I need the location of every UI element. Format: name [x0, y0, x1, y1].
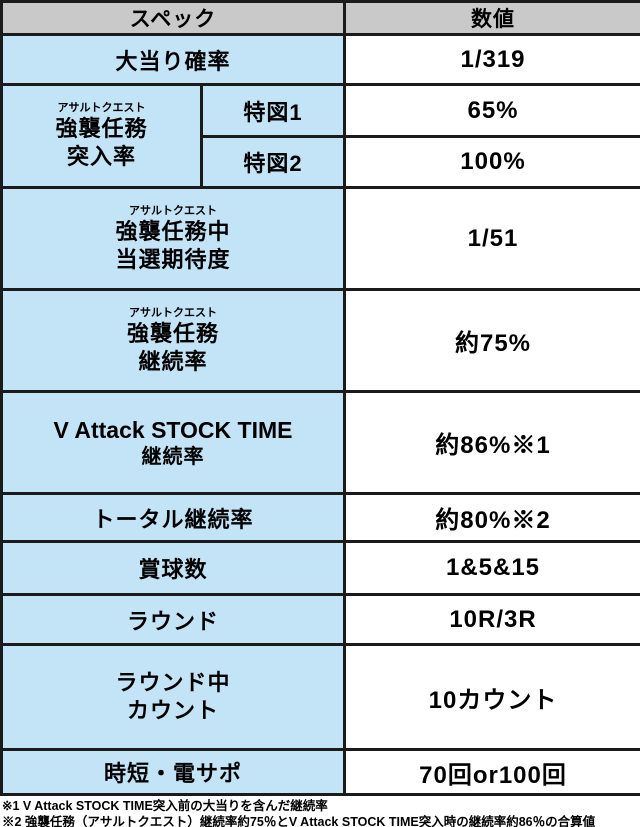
tokuzu1-value: 65% [343, 83, 640, 138]
footnote-2: ※2 強襲任務（アサルトクエスト）継続率約75％とV Attack STOCK … [2, 814, 596, 827]
prize-balls-value: 1&5&15 [343, 540, 640, 596]
jackpot-probability-value: 1/319 [343, 33, 640, 86]
header-value: 数値 [343, 0, 640, 36]
vattack-label-line2: 継続率 [141, 445, 205, 468]
jitan-densapo-value: 70回or100回 [343, 748, 640, 796]
header-spec: スペック [0, 0, 346, 36]
assault-win-expectation-label-line1: 強襲任務中 [115, 218, 231, 244]
row-jitan-densapo: 時短・電サポ 70回or100回 [0, 748, 640, 796]
round-count-label: ラウンド中 カウント [0, 643, 346, 751]
jitan-densapo-label: 時短・電サポ [0, 748, 346, 796]
tokuzu2-label: 特図2 [200, 135, 346, 189]
row-assault-entry-tokuzu1: アサルトクエスト 強襲任務 突入率 特図1 65% [0, 83, 640, 189]
table-header-row: スペック 数値 [0, 0, 640, 36]
row-assault-win-expectation: アサルトクエスト 強襲任務中 当選期待度 1/51 [0, 186, 640, 291]
assault-continuation-label-line2: 継続率 [138, 348, 208, 374]
assault-win-expectation-ruby: アサルトクエスト [129, 204, 217, 217]
prize-balls-label: 賞球数 [0, 540, 346, 596]
assault-entry-label-line2: 突入率 [66, 144, 136, 169]
assault-entry-label-line1: 強襲任務 [55, 116, 148, 141]
row-total-continuation-rate: トータル継続率 約80%※2 [0, 492, 640, 543]
assault-entry-ruby: アサルトクエスト [57, 102, 146, 114]
row-vattack-continuation-rate: V Attack STOCK TIME 継続率 約86%※1 [0, 390, 640, 495]
jackpot-probability-label: 大当り確率 [0, 33, 346, 86]
assault-continuation-ruby: アサルトクエスト [129, 306, 217, 319]
rounds-value: 10R/3R [343, 593, 640, 646]
row-rounds: ラウンド 10R/3R [0, 593, 640, 646]
vattack-label-line1: V Attack STOCK TIME [53, 416, 293, 443]
row-assault-entry-tokuzu2: 特図2 100% [2, 135, 640, 189]
assault-win-expectation-label: アサルトクエスト 強襲任務中 当選期待度 [0, 186, 346, 291]
assault-continuation-label-line1: 強襲任務 [126, 320, 219, 346]
row-jackpot-probability: 大当り確率 1/319 [0, 33, 640, 86]
row-round-count: ラウンド中 カウント 10カウント [0, 643, 640, 751]
footnote-1: ※1 V Attack STOCK TIME突入前の大当りを含んだ継続率 [2, 799, 328, 813]
tokuzu1-label: 特図1 [200, 83, 346, 138]
tokuzu2-value: 100% [343, 135, 640, 189]
assault-entry-group-label: アサルトクエスト 強襲任務 突入率 [0, 83, 203, 189]
vattack-continuation-value: 約86%※1 [343, 390, 640, 495]
row-assault-continuation-rate: アサルトクエスト 強襲任務 継続率 約75% [0, 288, 640, 393]
assault-win-expectation-label-line2: 当選期待度 [115, 246, 231, 272]
row-prize-balls: 賞球数 1&5&15 [0, 540, 640, 596]
total-continuation-label: トータル継続率 [0, 492, 346, 543]
round-count-label-line2: カウント [126, 698, 219, 723]
assault-continuation-label: アサルトクエスト 強襲任務 継続率 [0, 288, 346, 393]
rounds-label: ラウンド [0, 593, 346, 646]
assault-win-expectation-value: 1/51 [343, 186, 640, 291]
round-count-label-line1: ラウンド中 [115, 670, 231, 695]
round-count-value: 10カウント [343, 643, 640, 751]
footnotes: ※1 V Attack STOCK TIME突入前の大当りを含んだ継続率 ※2 … [0, 796, 640, 827]
spec-table: スペック 数値 大当り確率 1/319 アサルトクエスト 強襲任務 突入率 特図… [0, 0, 640, 796]
total-continuation-value: 約80%※2 [343, 492, 640, 543]
vattack-continuation-label: V Attack STOCK TIME 継続率 [0, 390, 346, 495]
assault-continuation-value: 約75% [343, 288, 640, 393]
